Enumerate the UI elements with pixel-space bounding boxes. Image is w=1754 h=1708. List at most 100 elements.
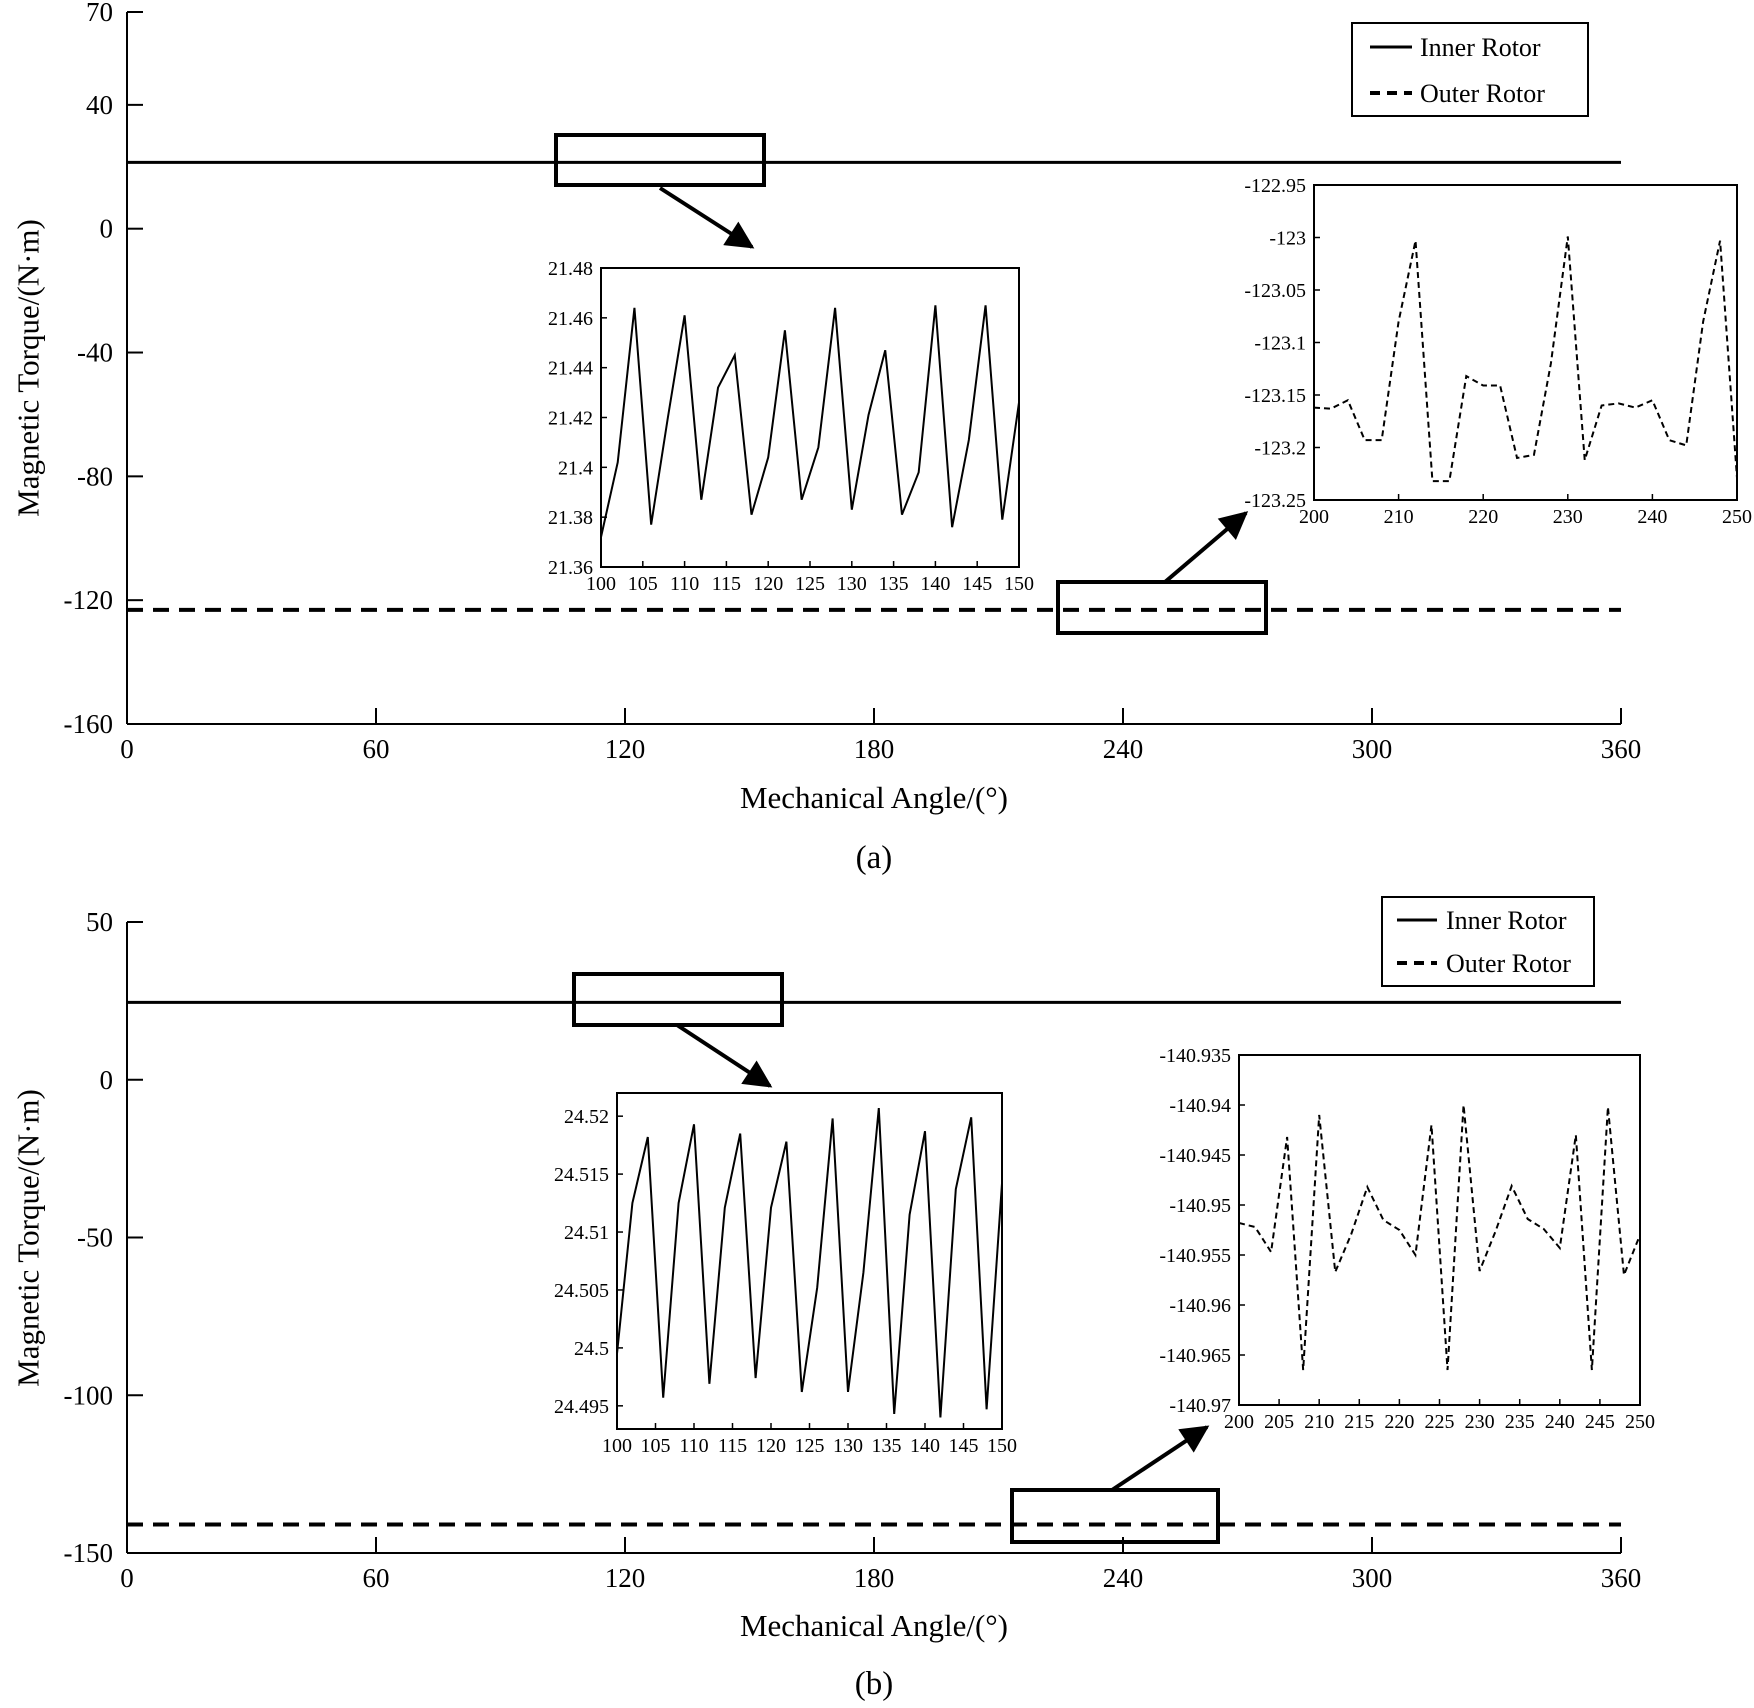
- inset-y-tick-label: 21.36: [548, 557, 593, 579]
- inset-y-tick-label: 21.4: [558, 457, 593, 479]
- inset-x-tick-label: 135: [879, 573, 909, 595]
- inset-y-tick-label: -123.05: [1244, 280, 1306, 302]
- inset-y-tick-label: -123.15: [1244, 385, 1306, 407]
- inset-x-tick-label: 110: [679, 1435, 708, 1457]
- inset-x-tick-label: 100: [586, 573, 616, 595]
- inset-y-tick-label: -140.94: [1169, 1095, 1231, 1117]
- legend-entry: Outer Rotor: [1446, 949, 1571, 978]
- inset-x-tick-label: 105: [628, 573, 658, 595]
- inset-y-tick-label: 21.48: [548, 258, 593, 280]
- inset-y-tick-label: -140.935: [1159, 1045, 1231, 1067]
- y-tick-label: -160: [64, 709, 114, 739]
- inset-series-line: [1314, 236, 1737, 483]
- y-tick-label: 40: [86, 90, 113, 120]
- inset-x-tick-label: 200: [1299, 506, 1329, 528]
- inset-x-tick-label: 115: [718, 1435, 747, 1457]
- inset-y-tick-label: -123.1: [1254, 333, 1306, 355]
- x-tick-label: 0: [120, 734, 134, 764]
- inset-x-tick-label: 215: [1344, 1411, 1374, 1433]
- x-tick-label: 300: [1352, 1563, 1393, 1593]
- zoom-box: [1056, 580, 1268, 635]
- x-tick-label: 120: [605, 1563, 646, 1593]
- inset-y-tick-label: -123.25: [1244, 490, 1306, 512]
- inset-x-tick-label: 125: [795, 1435, 825, 1457]
- inset-y-tick-label: 24.5: [574, 1338, 609, 1360]
- inset-y-tick-label: 24.515: [554, 1164, 609, 1186]
- x-tick-label: 300: [1352, 734, 1393, 764]
- inset-x-tick-label: 140: [910, 1435, 940, 1457]
- inset-x-tick-label: 120: [756, 1435, 786, 1457]
- x-tick-label: 120: [605, 734, 646, 764]
- inset-y-tick-label: -140.95: [1169, 1195, 1231, 1217]
- inset-x-tick-label: 150: [1004, 573, 1034, 595]
- y-tick-label: -50: [77, 1223, 113, 1253]
- inset-series-line: [601, 305, 1019, 538]
- inset-y-tick-label: 21.44: [548, 358, 593, 380]
- inset-y-tick-label: -140.945: [1159, 1145, 1231, 1167]
- x-tick-label: 240: [1103, 734, 1144, 764]
- zoom-box: [1010, 1488, 1220, 1544]
- y-tick-label: 0: [100, 214, 114, 244]
- inset-x-tick-label: 245: [1585, 1411, 1615, 1433]
- inset-x-tick-label: 210: [1304, 1411, 1334, 1433]
- y-tick-label: 0: [100, 1065, 114, 1095]
- inset-x-tick-label: 145: [949, 1435, 979, 1457]
- x-axis-title: Mechanical Angle/(°): [740, 780, 1008, 815]
- inset-y-tick-label: 21.46: [548, 308, 593, 330]
- inset-frame: [1313, 184, 1738, 501]
- y-tick-label: -150: [64, 1538, 114, 1568]
- inset-y-tick-label: 24.505: [554, 1280, 609, 1302]
- zoom-arrow: [1110, 1425, 1210, 1492]
- inset-x-tick-label: 225: [1425, 1411, 1455, 1433]
- inset-x-tick-label: 230: [1553, 506, 1583, 528]
- inset-y-tick-label: -140.955: [1159, 1245, 1231, 1267]
- inset-x-tick-label: 105: [641, 1435, 671, 1457]
- inset-y-tick-label: -123: [1269, 228, 1306, 250]
- inset-inner-rotor: 24.52 24.515 24.51 24.505 24.5 24.495 100 105 11…: [554, 1092, 1017, 1457]
- zoom-box: [572, 972, 784, 1027]
- inset-x-tick-label: 130: [833, 1435, 863, 1457]
- x-tick-label: 0: [120, 1563, 134, 1593]
- inset-x-tick-label: 220: [1468, 506, 1498, 528]
- inset-y-tick-label: -122.95: [1244, 175, 1306, 197]
- y-tick-label: 70: [86, 0, 113, 27]
- inset-x-tick-label: 150: [987, 1435, 1017, 1457]
- legend-box: [1381, 896, 1595, 987]
- inset-x-tick-label: 205: [1264, 1411, 1294, 1433]
- inset-y-tick-label: 21.38: [548, 507, 593, 529]
- inset-x-tick-label: 230: [1465, 1411, 1495, 1433]
- inset-outer-rotor: -122.95 -123 -123.05 -123.1 -123.15 -123.2 -12…: [1244, 175, 1752, 528]
- inset-series-line: [1239, 1104, 1640, 1371]
- x-tick-label: 180: [854, 734, 895, 764]
- inset-x-tick-label: 135: [872, 1435, 902, 1457]
- inset-y-tick-label: -140.965: [1159, 1345, 1231, 1367]
- inset-x-tick-label: 125: [795, 573, 825, 595]
- inset-x-tick-label: 235: [1505, 1411, 1535, 1433]
- inset-x-tick-label: 145: [962, 573, 992, 595]
- inset-x-tick-label: 110: [670, 573, 699, 595]
- inset-x-tick-label: 240: [1637, 506, 1667, 528]
- y-tick-label: -120: [64, 585, 114, 615]
- y-tick-label: -100: [64, 1380, 114, 1410]
- x-tick-label: 180: [854, 1563, 895, 1593]
- inset-frame: [1238, 1054, 1641, 1406]
- inset-x-tick-label: 220: [1384, 1411, 1414, 1433]
- inset-y-tick-label: 24.52: [564, 1106, 609, 1128]
- zoom-box: [554, 133, 766, 187]
- x-axis-title: Mechanical Angle/(°): [740, 1608, 1008, 1643]
- x-tick-label: 60: [363, 1563, 390, 1593]
- inset-series-line: [617, 1107, 1002, 1418]
- y-tick-label: -80: [77, 461, 113, 491]
- inset-x-tick-label: 250: [1722, 506, 1752, 528]
- x-tick-label: 360: [1601, 734, 1642, 764]
- x-tick-label: 360: [1601, 1563, 1642, 1593]
- legend-entry: Inner Rotor: [1420, 33, 1541, 62]
- legend-box: [1351, 22, 1589, 117]
- panel-label: (b): [855, 1666, 893, 1702]
- inset-frame: [600, 267, 1020, 568]
- zoom-arrow: [658, 186, 755, 249]
- legend-entry: Inner Rotor: [1446, 906, 1567, 935]
